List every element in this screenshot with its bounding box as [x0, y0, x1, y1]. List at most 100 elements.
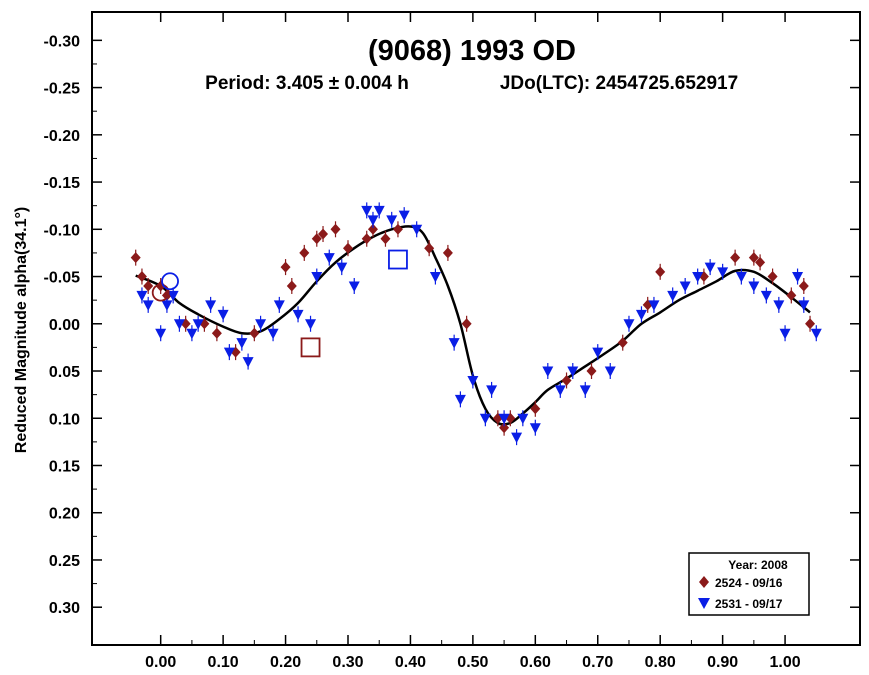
epoch-circle-marker — [151, 283, 170, 302]
y-tick-label: -0.30 — [44, 33, 81, 50]
point-2531 — [498, 413, 510, 425]
point-2531 — [735, 272, 747, 283]
legend-marker-2524 — [699, 576, 709, 588]
point-2524 — [392, 223, 403, 235]
point-2531 — [142, 300, 154, 311]
phase0-square-marker — [300, 337, 321, 358]
x-tick-label: 0.50 — [457, 654, 488, 671]
point-2531 — [792, 272, 804, 283]
x-tick-label: 0.30 — [332, 654, 363, 671]
point-2531 — [217, 309, 229, 321]
point-2524 — [767, 271, 778, 283]
point-2524 — [748, 252, 759, 264]
point-2524 — [143, 280, 154, 292]
point-2531 — [604, 366, 616, 378]
y-tick-label: -0.15 — [44, 175, 81, 192]
point-2531 — [579, 385, 591, 396]
point-2524 — [380, 233, 391, 245]
chart-title: (9068) 1993 OD — [368, 35, 576, 67]
point-2531 — [305, 319, 317, 330]
point-2524 — [499, 422, 510, 434]
legend-entry-2531: 2531 - 09/17 — [715, 597, 783, 611]
phase0-square-marker — [388, 249, 408, 270]
y-tick-label: -0.05 — [44, 270, 81, 287]
point-2531 — [467, 375, 479, 387]
point-2531 — [367, 215, 379, 226]
point-2524 — [367, 223, 378, 235]
point-2524 — [299, 247, 310, 259]
x-tick-label: 0.10 — [208, 654, 239, 671]
point-2531 — [267, 328, 279, 340]
point-2531 — [486, 385, 498, 396]
point-2524 — [249, 327, 260, 339]
point-2531 — [361, 205, 373, 217]
point-2531 — [292, 309, 304, 321]
x-tick-label: 1.00 — [770, 654, 801, 671]
point-2531 — [692, 272, 704, 283]
point-2531 — [479, 413, 491, 425]
point-2531 — [205, 300, 217, 311]
point-2524 — [280, 261, 291, 273]
y-tick-label: -0.25 — [44, 81, 81, 98]
point-2531 — [223, 347, 235, 359]
point-2531 — [448, 338, 460, 349]
axis-ticks: 0.00 0.10 0.20 0.30 0.40 0.50 0.60 0.70 0.80 0.90… — [44, 12, 860, 671]
point-2531 — [411, 224, 423, 236]
point-2531 — [311, 272, 323, 283]
epoch-circle-marker — [161, 272, 179, 291]
point-2531 — [173, 319, 185, 330]
point-2524 — [730, 252, 741, 264]
point-2524 — [136, 271, 147, 283]
fit-curve-line — [135, 225, 811, 426]
point-2524 — [755, 256, 766, 268]
x-tick-label: 0.00 — [145, 654, 176, 671]
point-2524 — [561, 374, 572, 386]
y-tick-label: 0.20 — [49, 506, 80, 523]
legend-marker-2531 — [698, 598, 710, 609]
point-2531 — [810, 328, 822, 340]
point-2531 — [798, 300, 810, 311]
y-tick-label: 0.05 — [49, 364, 80, 381]
point-2531 — [542, 366, 554, 378]
point-2531 — [242, 357, 254, 368]
point-2531 — [236, 338, 248, 349]
point-2531 — [760, 290, 772, 302]
point-2531 — [136, 290, 148, 302]
point-2531 — [155, 328, 167, 340]
x-tick-label: 0.80 — [645, 654, 676, 671]
point-2531 — [623, 319, 635, 330]
y-axis-label: Reduced Magnitude alpha(34.1°) — [13, 207, 30, 453]
x-tick-label: 0.20 — [270, 654, 301, 671]
point-2524 — [805, 318, 816, 330]
point-2531 — [748, 281, 760, 292]
point-2524 — [311, 233, 322, 245]
point-2531 — [648, 300, 660, 311]
point-2531 — [667, 290, 679, 302]
point-2524 — [586, 365, 597, 377]
point-2524 — [424, 242, 435, 254]
y-tick-label: 0.15 — [49, 458, 80, 475]
legend-box — [688, 552, 810, 616]
point-2531 — [255, 319, 267, 330]
x-tick-label: 0.90 — [707, 654, 738, 671]
point-2531 — [336, 262, 348, 274]
point-2524 — [130, 252, 141, 264]
y-tick-label: 0.30 — [49, 600, 80, 617]
point-2531 — [192, 319, 204, 330]
plot-frame — [91, 11, 861, 646]
epoch-label: JDo(LTC): 2454725.652917 — [500, 73, 738, 94]
point-2531 — [511, 432, 523, 444]
point-2524 — [286, 280, 297, 292]
point-2524 — [655, 266, 666, 278]
point-2524 — [211, 327, 222, 339]
point-2524 — [798, 280, 809, 292]
point-2524 — [530, 403, 541, 415]
x-tick-label: 0.40 — [395, 654, 426, 671]
point-2524 — [330, 223, 341, 235]
point-2531 — [398, 210, 410, 222]
point-2531 — [386, 215, 398, 226]
point-2531 — [273, 300, 285, 311]
point-2524 — [617, 337, 628, 349]
point-2531 — [679, 281, 691, 292]
